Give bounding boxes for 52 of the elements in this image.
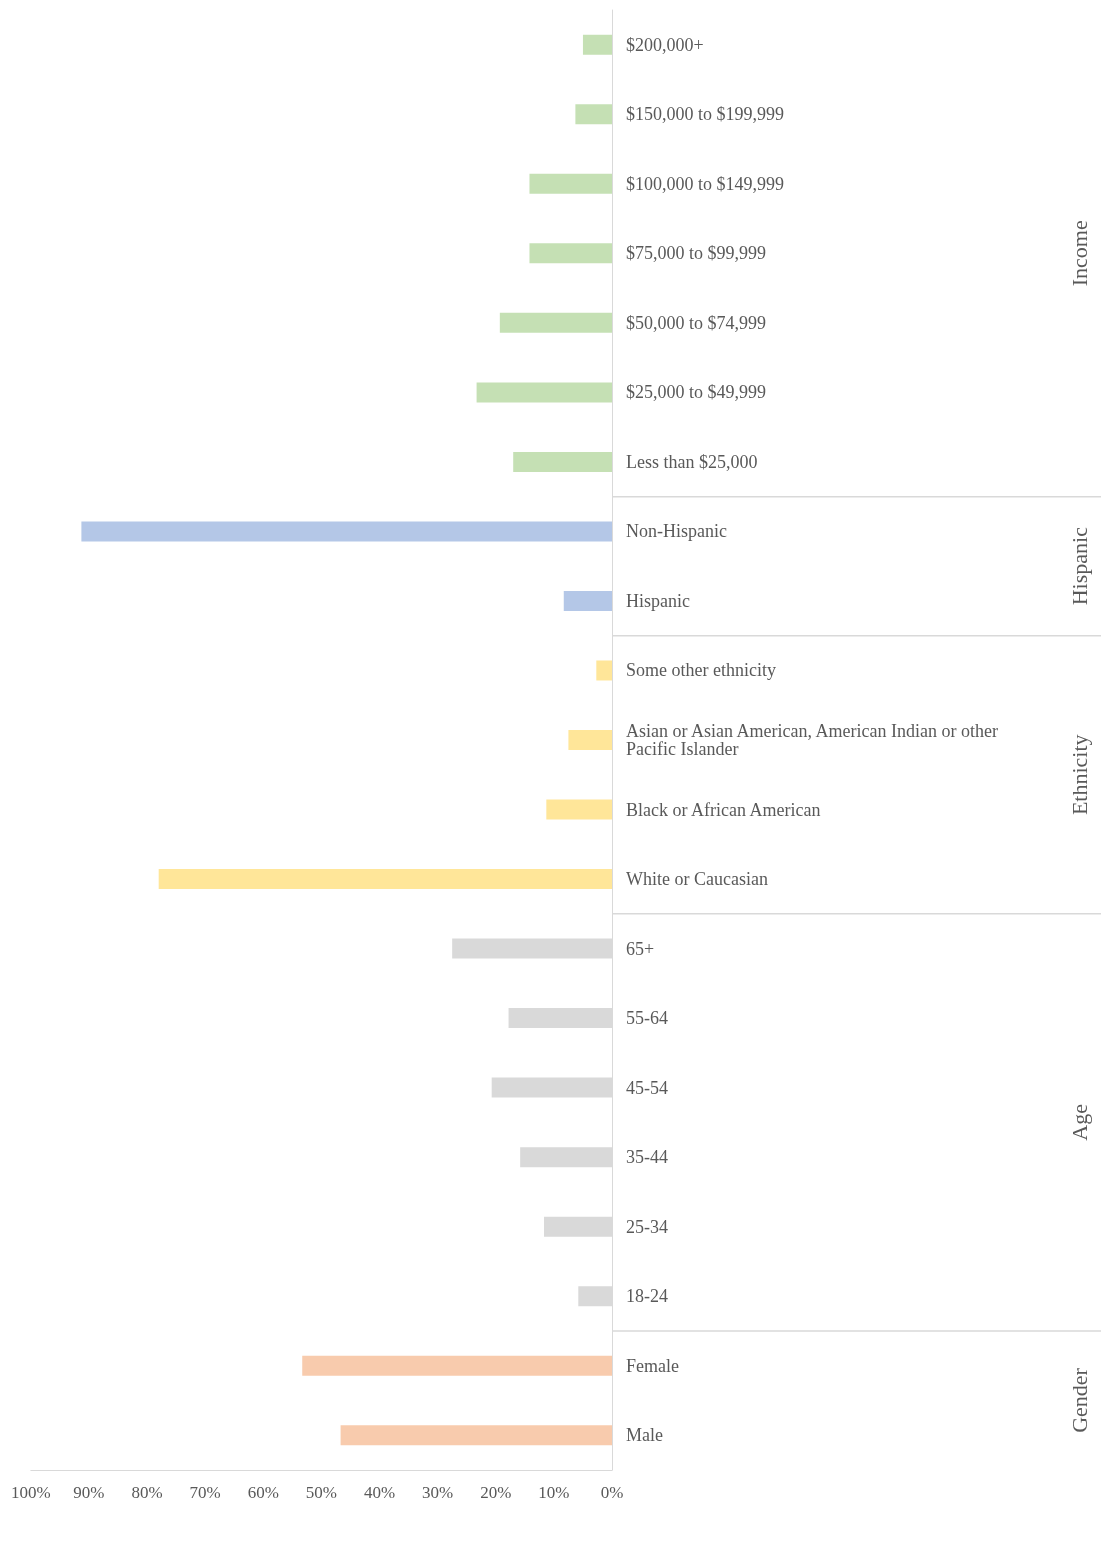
x-tick-label: 40% — [363, 1483, 396, 1502]
y-tick-label: $100,000 to $149,999 — [626, 173, 785, 194]
y-tick-label: 18-24 — [626, 1286, 668, 1307]
bar — [81, 521, 612, 542]
text: Income — [1066, 220, 1092, 287]
y-tick-label: 25-34 — [626, 1216, 668, 1237]
x-tick-label: 20% — [480, 1483, 512, 1502]
y-tick-label: Male — [626, 1425, 663, 1446]
y-tick-label: Female — [626, 1355, 679, 1376]
bar — [582, 34, 612, 55]
bar — [575, 104, 612, 125]
x-tick-label: 90% — [73, 1483, 105, 1502]
x-tick-label: 0% — [600, 1483, 624, 1502]
y-tick-label: $25,000 to $49,999 — [626, 382, 767, 403]
x-tick-label: 60% — [247, 1483, 279, 1502]
text: Gender — [1066, 1367, 1092, 1433]
x-tick-label: 80% — [131, 1483, 163, 1502]
bar — [568, 730, 612, 750]
y-tick-label: $75,000 to $99,999 — [626, 243, 767, 264]
y-tick-label: Hispanic — [626, 590, 690, 611]
bar — [158, 869, 612, 890]
x-tick-label: 30% — [422, 1483, 454, 1502]
bar — [563, 590, 612, 611]
x-tick-label: 50% — [305, 1483, 337, 1502]
bar — [529, 173, 612, 194]
bar — [499, 312, 612, 333]
bar — [596, 660, 612, 681]
y-tick-label: 55-64 — [626, 1008, 668, 1029]
y-tick-label: $150,000 to $199,999 — [626, 104, 785, 125]
y-tick-label: Less than $25,000 — [626, 451, 758, 472]
y-tick-label: Black or African American — [626, 799, 821, 820]
bar — [529, 243, 612, 264]
y-tick-label: $50,000 to $74,999 — [626, 312, 767, 333]
text: Ethnicity — [1066, 734, 1092, 816]
y-tick-label: $200,000+ — [626, 34, 704, 55]
y-tick-label: 35-44 — [626, 1147, 668, 1168]
y-tick-label: 65+ — [626, 938, 655, 959]
x-tick-label: 10% — [538, 1483, 570, 1502]
x-tick-label: 70% — [189, 1483, 221, 1502]
x-tick-label: 100% — [10, 1483, 51, 1502]
bar — [476, 382, 612, 403]
text: Hispanic — [1066, 526, 1092, 606]
bar — [546, 799, 612, 820]
bar — [340, 1425, 612, 1446]
bar — [302, 1355, 612, 1376]
y-tick-label: Some other ethnicity — [626, 660, 776, 681]
y-tick-label: Non-Hispanic — [626, 521, 727, 542]
y-tick-label: White or Caucasian — [626, 869, 768, 890]
y-tick-label: 45-54 — [626, 1077, 668, 1098]
y-tick-label: Asian or Asian American, American Indian or other Pacific Islander — [626, 721, 1003, 759]
bar — [513, 451, 612, 472]
text: Age — [1066, 1104, 1092, 1141]
